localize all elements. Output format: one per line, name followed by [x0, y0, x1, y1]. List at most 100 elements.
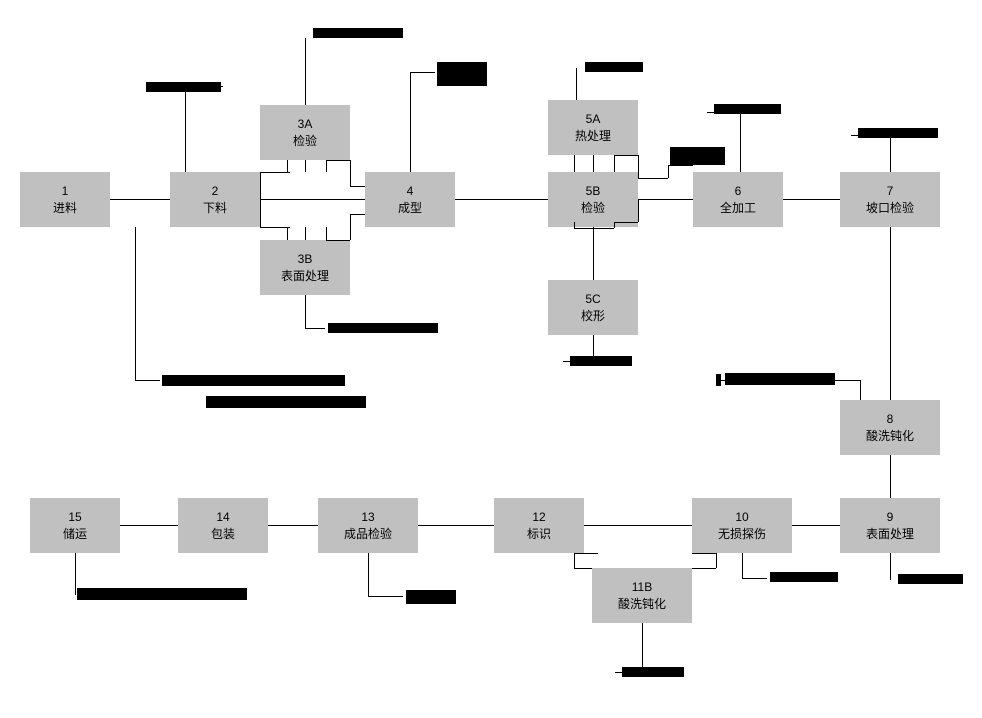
flow-edge [305, 38, 306, 105]
flow-edge [185, 86, 223, 87]
flow-edge [120, 525, 178, 526]
flow-node-label: 校形 [581, 308, 605, 324]
flow-edge [260, 199, 365, 200]
flow-edge [742, 553, 743, 578]
flow-edge [260, 172, 261, 227]
flow-node-n6: 6全加工 [693, 172, 783, 227]
flow-edge [287, 227, 288, 240]
flow-edge [574, 553, 575, 568]
flow-edge [890, 227, 891, 400]
flow-node-label: 标识 [527, 526, 551, 542]
flow-node-n4: 4成型 [365, 172, 455, 227]
flow-node-num: 10 [735, 509, 748, 525]
flow-edge [185, 86, 186, 172]
annotation-redacted [77, 588, 247, 600]
flow-edge [668, 165, 693, 166]
flow-edge [642, 623, 643, 672]
flow-node-n2: 2下料 [170, 172, 260, 227]
flow-edge [638, 155, 639, 178]
flow-edge [260, 172, 290, 173]
flow-node-n7: 7坡口检验 [840, 172, 940, 227]
flow-node-label: 储运 [63, 526, 87, 542]
flow-edge [368, 596, 403, 597]
flow-node-num: 15 [68, 509, 81, 525]
flow-node-label: 无损探伤 [718, 526, 766, 542]
flow-node-num: 2 [212, 183, 219, 199]
flow-edge [707, 112, 740, 113]
flow-node-n11B: 11B酸洗钝化 [592, 568, 692, 623]
flow-edge [851, 135, 890, 136]
flow-node-num: 13 [361, 509, 374, 525]
flow-node-num: 11B [632, 579, 652, 595]
flow-edge [574, 228, 614, 229]
flow-edge [326, 227, 327, 240]
flow-edge [305, 295, 306, 328]
flow-edge [860, 380, 861, 400]
flow-node-n5B: 5B检验 [548, 172, 638, 227]
flow-edge [305, 160, 306, 172]
flow-node-n14: 14包装 [178, 498, 268, 553]
flow-edge [260, 227, 290, 228]
flow-edge [593, 335, 594, 361]
flow-edge [584, 525, 692, 526]
flow-edge [305, 227, 306, 240]
flowchart-canvas: 1进料2下料3A检验3B表面处理4成型5A热处理5B检验5C校形6全加工7坡口检… [0, 0, 982, 718]
annotation-redacted [162, 375, 345, 386]
flow-edge [614, 155, 638, 156]
flow-edge [75, 553, 76, 595]
flow-edge [455, 199, 548, 200]
flow-edge [783, 199, 840, 200]
flow-edge [614, 155, 615, 172]
flow-node-label: 进料 [53, 200, 77, 216]
flow-edge [740, 112, 741, 172]
flow-edge [890, 455, 891, 498]
flow-edge [614, 222, 615, 228]
flow-node-n5A: 5A热处理 [548, 100, 638, 155]
flow-edge [110, 199, 170, 200]
flow-edge [563, 361, 593, 362]
flow-edge [593, 155, 594, 172]
flow-node-label: 包装 [211, 526, 235, 542]
flow-node-label: 酸洗钝化 [618, 596, 666, 612]
flow-node-label: 表面处理 [866, 526, 914, 542]
flow-edge [574, 553, 598, 554]
flow-edge [721, 380, 860, 381]
flow-edge [326, 160, 350, 161]
annotation-redacted [725, 373, 835, 385]
flow-node-num: 5A [586, 111, 601, 127]
flow-edge [135, 380, 160, 381]
flow-node-num: 4 [407, 183, 414, 199]
flow-node-label: 成型 [398, 200, 422, 216]
annotation-redacted [770, 572, 838, 582]
flow-edge [692, 553, 716, 554]
flow-node-n3B: 3B表面处理 [260, 240, 350, 295]
annotation-redacted [328, 323, 438, 333]
flow-node-label: 检验 [293, 133, 317, 149]
flow-edge [593, 227, 594, 280]
flow-node-n12: 12标识 [494, 498, 584, 553]
flow-edge [668, 165, 669, 178]
flow-node-num: 14 [216, 509, 229, 525]
annotation-redacted [146, 82, 221, 92]
flow-node-num: 5C [585, 291, 600, 307]
flow-node-n5C: 5C校形 [548, 280, 638, 335]
annotation-redacted [585, 62, 643, 72]
flow-node-num: 3B [298, 251, 313, 267]
flow-node-n8: 8酸洗钝化 [840, 400, 940, 455]
flow-edge [350, 160, 351, 186]
flow-edge [368, 553, 369, 596]
flow-edge [350, 186, 365, 187]
flow-edge [890, 553, 891, 580]
flow-node-label: 坡口检验 [866, 200, 914, 216]
flow-edge [326, 160, 327, 172]
flow-node-label: 全加工 [720, 200, 756, 216]
flow-node-n13: 13成品检验 [318, 498, 418, 553]
flow-node-label: 成品检验 [344, 526, 392, 542]
flow-edge [326, 240, 350, 241]
annotation-redacted [670, 147, 725, 165]
flow-edge [638, 178, 668, 179]
annotation-redacted [437, 62, 487, 86]
flow-edge [890, 135, 891, 172]
flow-node-label: 表面处理 [281, 268, 329, 284]
flow-node-label: 热处理 [575, 128, 611, 144]
